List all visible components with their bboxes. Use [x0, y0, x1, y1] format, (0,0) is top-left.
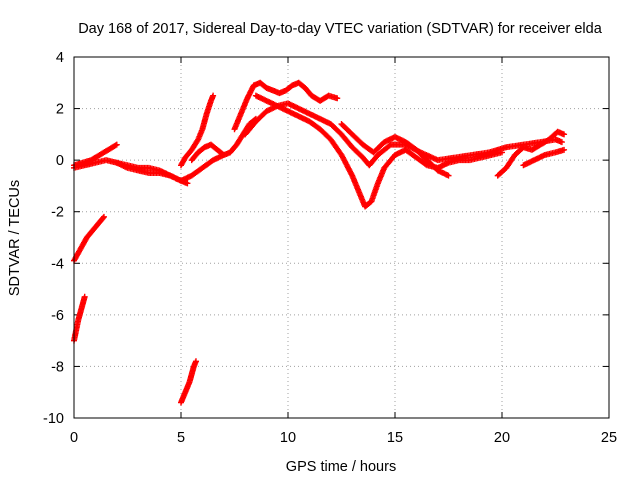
- data-point: [334, 95, 341, 102]
- data-point: [445, 172, 452, 179]
- grid: [74, 57, 609, 418]
- data-point: [499, 149, 505, 156]
- x-tick-label: 0: [70, 430, 78, 446]
- y-tick-label: -10: [43, 411, 64, 427]
- y-tick-label: -4: [51, 256, 64, 272]
- data-point: [561, 146, 568, 153]
- y-tick-label: 2: [56, 102, 64, 118]
- series-arc-8: [252, 92, 505, 210]
- series-arc-12: [71, 213, 107, 264]
- y-tick-label: -2: [51, 205, 64, 221]
- x-tick-label: 10: [280, 430, 296, 446]
- data-marks: [71, 79, 568, 406]
- data-point: [112, 142, 119, 149]
- data-point: [558, 139, 565, 146]
- chart-title: Day 168 of 2017, Sidereal Day-to-day VTE…: [78, 21, 603, 37]
- y-tick-label: 0: [56, 153, 64, 169]
- data-point: [100, 214, 107, 221]
- x-axis-label: GPS time / hours: [286, 459, 396, 475]
- x-tick-label: 15: [387, 430, 403, 446]
- series-arc-14: [178, 358, 199, 406]
- y-axis-label: SDTVAR / TECUs: [7, 180, 23, 296]
- data-point: [210, 92, 217, 99]
- y-tick-label: -6: [51, 308, 64, 324]
- plot-frame: [73, 56, 610, 419]
- series-arc-2: [71, 141, 120, 169]
- series-arc-6: [231, 79, 341, 133]
- x-tick-label: 5: [177, 430, 185, 446]
- data-point: [561, 131, 568, 138]
- data-point: [81, 293, 88, 300]
- series-arc-5: [178, 92, 217, 169]
- data-point: [100, 213, 107, 220]
- series-arc-3: [113, 151, 227, 184]
- data-point: [184, 180, 191, 187]
- data-point: [113, 141, 120, 148]
- series-arc-10: [494, 128, 568, 179]
- series-arc-9: [338, 121, 452, 179]
- data-point: [422, 161, 429, 168]
- axis-ticks: 0 5 10 15 20 25 -10 -8 -6 -4 -2 0 2 4: [43, 50, 617, 446]
- x-tick-label: 25: [601, 430, 617, 446]
- series-arc-11: [520, 146, 568, 169]
- y-tick-label: -8: [51, 359, 64, 375]
- x-tick-label: 20: [494, 430, 510, 446]
- data-point: [192, 358, 199, 365]
- y-tick-label: 4: [56, 50, 64, 66]
